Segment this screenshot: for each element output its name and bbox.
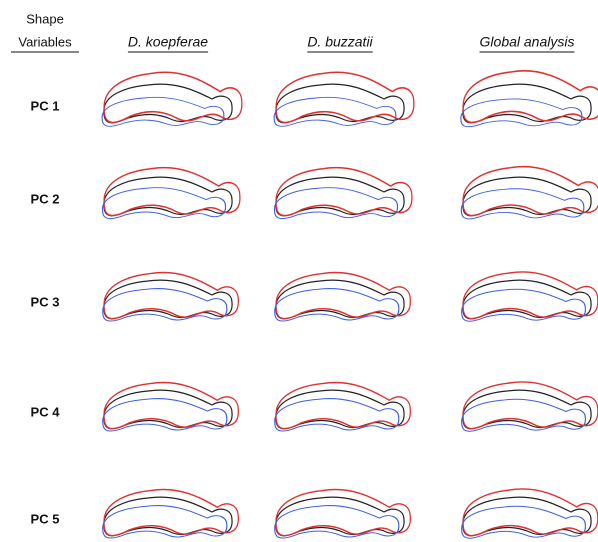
shape-outlines — [103, 489, 239, 538]
outline — [276, 489, 410, 535]
outline — [104, 489, 238, 535]
column-header: Global analysis — [480, 34, 575, 50]
row-label: PC 2 — [31, 191, 60, 206]
outline — [102, 97, 224, 126]
outline — [276, 272, 410, 318]
outline — [463, 84, 591, 123]
outline — [463, 167, 598, 216]
shape-outlines — [103, 382, 239, 431]
outline — [276, 72, 414, 122]
shape-outlines — [275, 382, 411, 431]
shape-outlines — [275, 489, 411, 538]
column-header: D. buzzatii — [307, 34, 373, 50]
shape-outlines — [461, 167, 598, 219]
outline — [104, 72, 242, 122]
shape-outlines — [274, 168, 411, 219]
row-label: PC 5 — [31, 511, 60, 526]
corner-line-1: Shape — [26, 11, 64, 26]
shape-outlines — [275, 272, 411, 321]
shape-grid: PC 1 PC 2 PC 3 PC 4 PC 5 — [31, 71, 598, 538]
shape-outlines — [461, 71, 598, 127]
shape-outlines — [462, 489, 598, 538]
shape-outlines — [462, 382, 598, 431]
figure: Shape Variables D. koepferae D. buzzatii G… — [0, 0, 598, 542]
shape-outlines — [102, 168, 239, 219]
outline — [104, 382, 238, 428]
corner-line-2: Variables — [18, 34, 72, 49]
outline — [463, 382, 598, 429]
outline — [104, 84, 232, 123]
shape-outlines — [103, 272, 239, 321]
column-headers: D. koepferae D. buzzatii Global analysis — [128, 34, 575, 52]
shape-outlines — [274, 72, 414, 126]
row-label: PC 3 — [31, 294, 60, 309]
outline — [104, 272, 238, 318]
outline — [276, 382, 410, 428]
outline — [276, 84, 404, 123]
outline — [463, 272, 598, 319]
column-header: D. koepferae — [128, 34, 208, 50]
row-label: PC 1 — [31, 98, 60, 113]
outline — [274, 97, 396, 126]
row-label: PC 4 — [31, 404, 61, 419]
shape-outlines — [102, 72, 242, 126]
shape-outlines — [462, 272, 598, 321]
outline — [463, 489, 598, 536]
outline — [463, 177, 591, 216]
